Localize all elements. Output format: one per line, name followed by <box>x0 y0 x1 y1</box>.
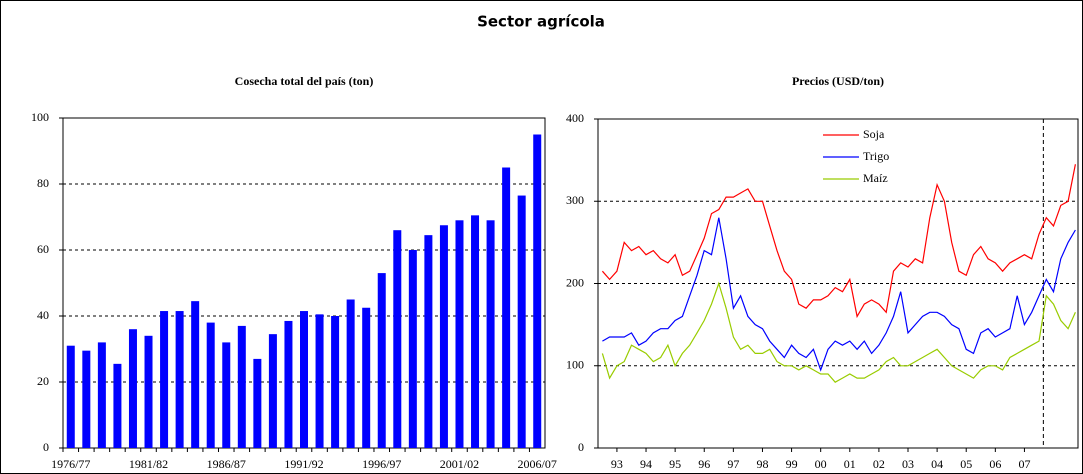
series-line <box>601 281 1076 383</box>
x-tick-label: 06 <box>989 457 1001 471</box>
x-tick-label: 93 <box>611 457 623 471</box>
x-tick-label: 99 <box>786 457 798 471</box>
legend-label: Maíz <box>863 171 888 185</box>
bar <box>424 235 433 448</box>
bar <box>455 220 464 448</box>
bar <box>206 322 215 448</box>
bar <box>268 334 277 448</box>
bar <box>66 345 75 448</box>
legend-label: Soja <box>863 127 885 141</box>
bar <box>284 320 293 448</box>
bar <box>315 314 324 448</box>
x-tick-label: 2001/02 <box>440 457 479 471</box>
bar <box>175 311 184 448</box>
x-tick-label: 1991/92 <box>284 457 323 471</box>
x-tick-label: 1996/97 <box>362 457 401 471</box>
bar <box>502 167 511 448</box>
x-tick-label: 04 <box>931 457 943 471</box>
x-tick-label: 2006/07 <box>518 457 557 471</box>
subplot-title: Precios (USD/ton) <box>792 74 884 88</box>
y-tick-label: 100 <box>31 110 49 124</box>
x-tick-label: 03 <box>902 457 914 471</box>
bar <box>377 273 386 448</box>
bar <box>533 134 542 448</box>
x-tick-label: 1981/82 <box>129 457 168 471</box>
bar <box>128 329 137 448</box>
y-tick-label: 80 <box>37 176 49 190</box>
y-tick-label: 40 <box>37 308 49 322</box>
y-tick-label: 0 <box>578 440 584 454</box>
x-tick-label: 98 <box>756 457 768 471</box>
bar <box>393 230 402 448</box>
bar <box>113 363 122 448</box>
x-tick-label: 02 <box>873 457 885 471</box>
bar <box>253 358 262 448</box>
subplot-title: Cosecha total del país (ton) <box>235 74 374 88</box>
bar <box>471 215 480 448</box>
legend-label: Trigo <box>863 149 889 163</box>
x-tick-label: 00 <box>815 457 827 471</box>
x-tick-label: 94 <box>640 457 652 471</box>
y-tick-label: 200 <box>566 275 584 289</box>
bar <box>300 311 308 448</box>
x-tick-label: 05 <box>960 457 972 471</box>
x-tick-label: 1986/87 <box>207 457 246 471</box>
bar <box>144 335 153 448</box>
bar <box>346 299 355 448</box>
x-tick-label: 01 <box>844 457 856 471</box>
bar <box>517 195 526 448</box>
x-tick-label: 1976/77 <box>51 457 90 471</box>
bar <box>97 342 106 448</box>
bar <box>408 250 417 448</box>
series-line <box>602 217 1076 372</box>
bar <box>486 220 495 448</box>
bar <box>331 316 340 448</box>
bar <box>237 325 246 448</box>
x-tick-label: 07 <box>1018 457 1030 471</box>
x-tick-label: 97 <box>727 457 739 471</box>
bar <box>191 301 200 448</box>
y-tick-label: 60 <box>37 242 49 256</box>
chart-title: Sector agrícola <box>477 13 605 31</box>
bar <box>82 350 91 448</box>
y-tick-label: 100 <box>566 358 584 372</box>
y-tick-label: 300 <box>566 193 584 207</box>
bar <box>362 307 371 448</box>
y-tick-label: 0 <box>43 440 49 454</box>
x-tick-label: 95 <box>669 457 681 471</box>
y-tick-label: 20 <box>37 374 49 388</box>
x-tick-label: 96 <box>698 457 710 471</box>
bar <box>222 342 231 448</box>
y-tick-label: 400 <box>566 111 584 125</box>
bar <box>439 225 448 448</box>
bar <box>160 311 169 448</box>
series-line <box>601 164 1076 319</box>
